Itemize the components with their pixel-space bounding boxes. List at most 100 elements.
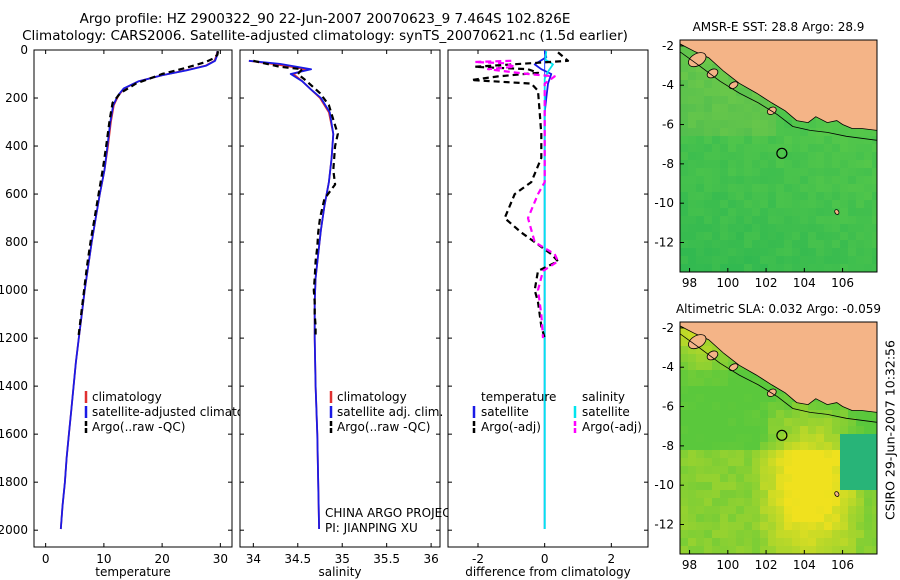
x-axis-label: salinity xyxy=(318,565,361,579)
map-cell xyxy=(768,482,776,490)
map-cell xyxy=(688,394,696,402)
y-tick-label: -10 xyxy=(654,196,674,210)
map-cell xyxy=(680,498,688,506)
map-cell xyxy=(704,160,712,168)
map-cell xyxy=(872,192,877,200)
map-cell xyxy=(800,216,808,224)
map-cell xyxy=(696,120,704,128)
y-tick-label: 0 xyxy=(20,43,28,57)
map-cell xyxy=(872,168,877,176)
map-cell xyxy=(784,216,792,224)
map-cell xyxy=(760,232,768,240)
map-cell xyxy=(744,482,752,490)
map-cell xyxy=(760,264,768,272)
map-cell xyxy=(728,232,736,240)
map-cell xyxy=(736,458,744,466)
map-cell xyxy=(856,458,864,466)
map-cell xyxy=(744,418,752,426)
map-cell xyxy=(792,522,800,530)
map-cell xyxy=(832,168,840,176)
map-cell xyxy=(816,538,824,546)
map-cell xyxy=(800,426,808,434)
map-cell xyxy=(752,458,760,466)
map-cell xyxy=(680,120,688,128)
map-cell xyxy=(696,378,704,386)
map-cell xyxy=(704,338,712,346)
map-cell xyxy=(704,120,712,128)
map-cell xyxy=(704,200,712,208)
map-cell xyxy=(712,200,720,208)
map-cell xyxy=(856,466,864,474)
map-cell xyxy=(768,474,776,482)
map-cell xyxy=(720,450,728,458)
map-cell xyxy=(680,450,688,458)
map-cell xyxy=(768,216,776,224)
map-cell xyxy=(728,184,736,192)
profile-panels: 0 10 20 30020040060080010001200140016001800… xyxy=(0,43,649,579)
map-cell xyxy=(712,546,720,554)
map-cell xyxy=(808,498,816,506)
map-cell xyxy=(800,208,808,216)
map-cell xyxy=(824,184,832,192)
map-cell xyxy=(752,442,760,450)
map-cell xyxy=(680,208,688,216)
map-cell xyxy=(816,514,824,522)
map-cell xyxy=(800,120,808,128)
map-cell xyxy=(840,184,848,192)
map-cell xyxy=(760,136,768,144)
y-tick-label: -6 xyxy=(662,400,674,414)
y-tick-label: -10 xyxy=(654,478,674,492)
map-cell xyxy=(736,240,744,248)
map-cell xyxy=(848,256,856,264)
map-cell xyxy=(832,506,840,514)
side-label: CSIRO 29-Jun-2007 10:32:56 xyxy=(880,300,900,560)
map-cell xyxy=(864,224,872,232)
map-cell xyxy=(824,474,832,482)
map-cell xyxy=(688,442,696,450)
plot-frame xyxy=(239,49,441,548)
map-cell xyxy=(752,264,760,272)
map-cell xyxy=(768,256,776,264)
map-cell xyxy=(704,402,712,410)
map-cell xyxy=(792,256,800,264)
map-cell xyxy=(856,498,864,506)
map-cell xyxy=(776,394,784,402)
map-cell xyxy=(856,232,864,240)
map-cell xyxy=(696,64,704,72)
legend-label-argo-raw-qc: Argo(..raw -QC) xyxy=(337,420,430,434)
map-cell xyxy=(744,402,752,410)
map-cell xyxy=(704,546,712,554)
map-cell xyxy=(856,160,864,168)
map-cell xyxy=(696,208,704,216)
map-cell xyxy=(872,256,877,264)
y-tick-label: -2 xyxy=(662,39,674,53)
map-cell xyxy=(688,522,696,530)
map-cell xyxy=(840,216,848,224)
map-cell xyxy=(776,506,784,514)
map-cell xyxy=(760,224,768,232)
map-cell xyxy=(728,224,736,232)
map-cell xyxy=(824,530,832,538)
map-cell xyxy=(696,370,704,378)
map-cell xyxy=(864,216,872,224)
map-cell xyxy=(680,426,688,434)
map-cell xyxy=(800,442,808,450)
map-cell xyxy=(856,442,864,450)
map-cell xyxy=(792,160,800,168)
map-cell xyxy=(680,136,688,144)
map-cell xyxy=(752,160,760,168)
map-cell xyxy=(776,466,784,474)
map-cell xyxy=(824,240,832,248)
map-cell xyxy=(688,362,696,370)
map-cell xyxy=(776,216,784,224)
map-cell xyxy=(680,88,688,96)
map-cell xyxy=(720,514,728,522)
map-cell xyxy=(816,136,824,144)
map-cell xyxy=(800,538,808,546)
map-cell xyxy=(680,370,688,378)
series-line-temperature-argo xyxy=(470,51,570,339)
map-cell xyxy=(808,192,816,200)
map-cell xyxy=(760,112,768,120)
map-cell xyxy=(792,402,800,410)
map-cell xyxy=(688,240,696,248)
